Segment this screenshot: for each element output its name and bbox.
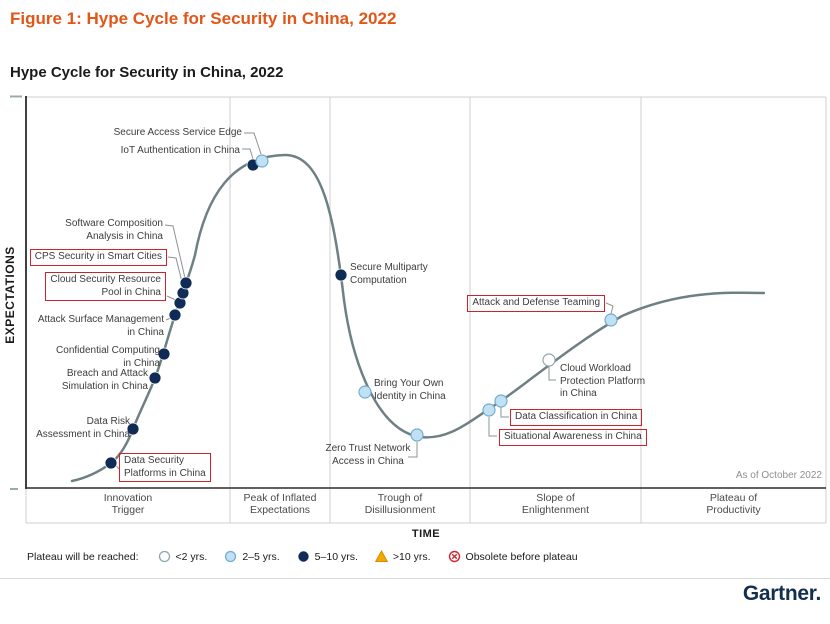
connector — [488, 417, 497, 437]
data-point — [148, 371, 162, 385]
legend-item-label: >10 yrs. — [392, 550, 431, 563]
legend-item-label: <2 yrs. — [175, 550, 208, 563]
phase-label-1: Innovation Trigger — [103, 492, 153, 516]
phase-label-2: Peak of Inflated Expectations — [243, 492, 317, 516]
legend-item: 5–10 yrs. — [297, 550, 358, 563]
data-point — [104, 456, 118, 470]
phase-label-5: Plateau of Productivity — [706, 492, 761, 516]
data-point — [604, 313, 618, 327]
data-point — [126, 422, 140, 436]
legend-item: >10 yrs. — [374, 550, 431, 563]
legend-item-label: Obsolete before plateau — [465, 550, 578, 563]
legend-marker-2-5-icon — [225, 550, 237, 563]
legend-item: <2 yrs. — [158, 550, 208, 563]
phase-label-3: Trough of Disillusionment — [364, 492, 436, 516]
connector — [500, 407, 509, 418]
chart-title: Hype Cycle for Security in China, 2022 — [10, 64, 284, 81]
data-point — [542, 353, 556, 367]
footer-divider — [0, 578, 830, 579]
data-point — [410, 428, 424, 442]
legend-prefix: Plateau will be reached: — [27, 550, 139, 563]
data-point — [334, 268, 348, 282]
legend-item-label: 5–10 yrs. — [314, 550, 358, 563]
data-point — [482, 403, 496, 417]
y-axis-label: EXPECTATIONS — [3, 246, 17, 344]
data-point — [168, 308, 182, 322]
legend-item-label: 2–5 yrs. — [242, 550, 280, 563]
legend-marker-lt2-icon — [158, 550, 170, 563]
data-point — [358, 385, 372, 399]
data-point — [179, 276, 193, 290]
data-point — [255, 154, 269, 168]
connector — [244, 132, 262, 155]
legend: Plateau will be reached: <2 yrs. 2–5 yrs.… — [27, 550, 578, 563]
connector — [242, 148, 254, 160]
data-point — [157, 347, 171, 361]
legend-marker-obsolete-icon — [448, 550, 460, 563]
legend-item: 2–5 yrs. — [224, 550, 280, 563]
legend-marker-5-10-icon — [297, 551, 309, 562]
x-axis-label: TIME — [411, 528, 441, 540]
connector — [408, 442, 418, 458]
data-point — [494, 394, 508, 408]
legend-item: Obsolete before plateau — [448, 550, 578, 563]
as-of-date: As of October 2022 — [735, 470, 822, 481]
connector — [605, 302, 614, 315]
legend-marker-gt10-icon — [374, 550, 388, 562]
hype-curve — [70, 153, 766, 483]
phase-label-4: Slope of Enlightenment — [521, 492, 590, 516]
connector — [167, 256, 184, 287]
gartner-logo: Gartner. — [742, 582, 821, 605]
connector — [164, 224, 186, 279]
figure-title: Figure 1: Hype Cycle for Security in Chi… — [10, 9, 397, 28]
connector — [548, 366, 556, 381]
